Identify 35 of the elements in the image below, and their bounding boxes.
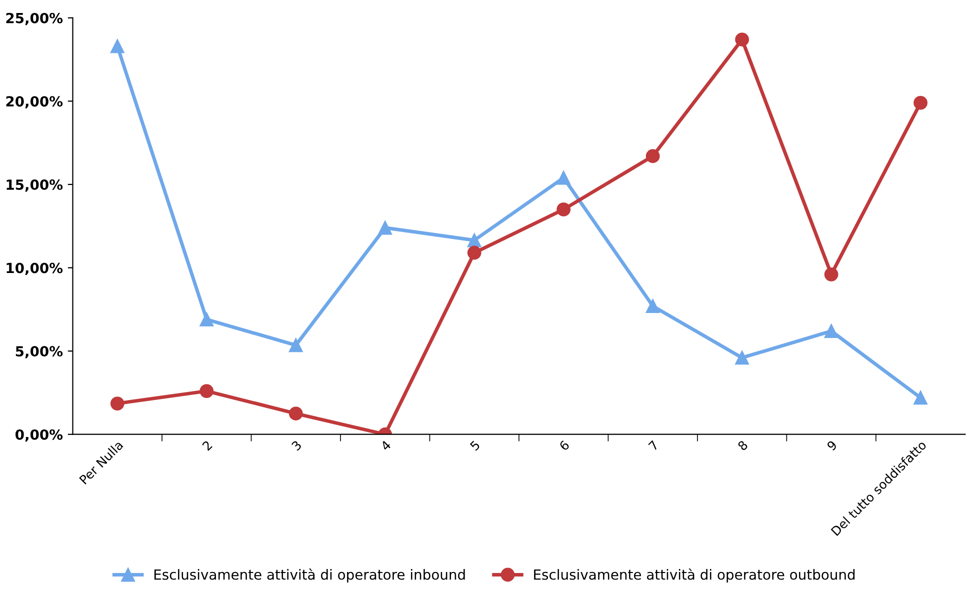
point <box>824 324 838 338</box>
point <box>646 149 660 164</box>
x-tick-label: 2 <box>202 440 212 451</box>
x-tick-label: 8 <box>737 440 748 452</box>
x-tick-label: 7 <box>648 440 659 451</box>
y-tick-label: 15,00% <box>6 179 63 192</box>
point <box>914 390 928 405</box>
point <box>378 220 392 235</box>
point <box>200 384 214 398</box>
x-tick-label: 4 <box>380 440 392 452</box>
x-tick-label: 5 <box>470 440 480 451</box>
point <box>110 39 124 54</box>
y-tick-label: 10,00% <box>6 262 63 275</box>
x-tick-label: 6 <box>558 440 570 452</box>
point <box>914 96 928 110</box>
x-tick-label: 3 <box>291 440 302 452</box>
point <box>735 350 749 365</box>
point <box>200 312 214 326</box>
point <box>556 170 571 185</box>
legend-label: Esclusivamente attività di operatore inbound <box>154 568 465 582</box>
point <box>556 202 571 216</box>
point <box>467 246 482 260</box>
y-tick-label: 5,00% <box>16 346 63 358</box>
point <box>288 338 303 352</box>
y-tick-label: 25,00% <box>6 12 63 26</box>
point <box>288 406 303 420</box>
y-tick-label: 0,00% <box>16 429 63 442</box>
point <box>110 396 124 410</box>
point <box>646 299 660 314</box>
point <box>824 267 838 282</box>
x-tick-label: 9 <box>826 440 838 452</box>
point <box>735 32 749 46</box>
legend-label: Esclusivamente attività di operatore outbound <box>534 568 855 582</box>
point <box>467 233 482 248</box>
y-tick-label: 20,00% <box>6 96 63 108</box>
